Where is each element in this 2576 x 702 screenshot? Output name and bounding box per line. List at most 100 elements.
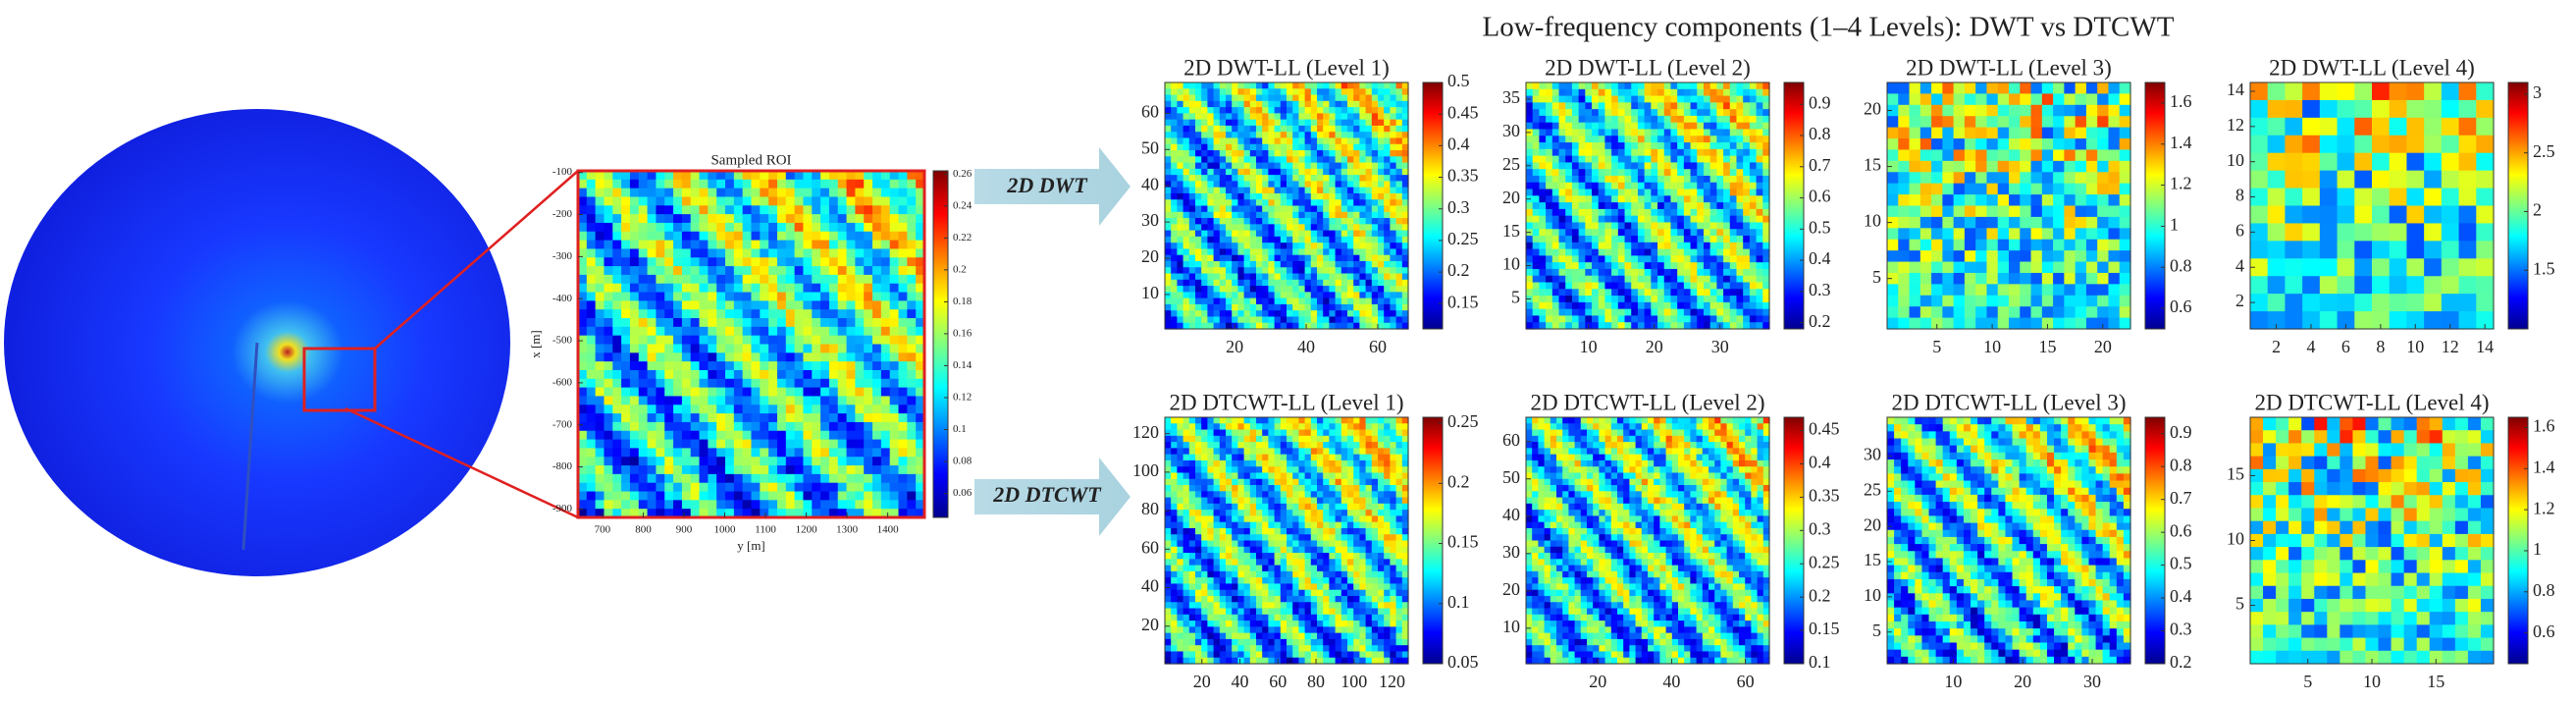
heatmap-cell [1195, 132, 1202, 139]
heatmap-cell [1323, 254, 1330, 262]
heatmap-cell [604, 500, 613, 510]
heatmap-cell [1237, 132, 1245, 139]
heatmap-cell [673, 378, 683, 389]
heatmap-cell [595, 274, 605, 285]
heatmap-cell [1177, 205, 1184, 213]
heatmap-cell [1165, 248, 1172, 256]
heatmap-cell [1898, 138, 1911, 151]
heatmap-cell [1329, 187, 1337, 194]
heatmap-cell [1201, 322, 1208, 330]
heatmap-cell [733, 274, 744, 285]
heatmap-cell [1207, 279, 1215, 287]
heatmap-cell [1353, 143, 1360, 151]
heatmap-cell [1624, 222, 1632, 230]
heatmap-cell [742, 214, 753, 224]
heatmap-cell [725, 473, 735, 484]
heatmap-cell [1716, 301, 1724, 310]
heatmap-cell [776, 491, 787, 501]
heatmap-cell [768, 361, 778, 371]
heatmap-cell [742, 283, 753, 294]
heatmap-cell [716, 240, 726, 250]
heatmap-cell [1378, 297, 1385, 305]
heatmap-cell [1997, 93, 2010, 106]
heatmap-cell [1617, 129, 1626, 136]
heatmap-cell [1709, 242, 1717, 250]
heatmap-cell [1611, 95, 1619, 103]
heatmap-cell [595, 188, 605, 198]
heatmap-cell [708, 300, 717, 310]
heatmap-cell [1195, 119, 1202, 127]
heatmap-cell [1395, 137, 1403, 145]
heatmap-cell [1651, 315, 1658, 323]
heatmap-cell [1177, 137, 1184, 145]
heatmap-cell [1919, 239, 1932, 251]
heatmap-cell [872, 396, 882, 405]
heatmap-cell [1657, 229, 1665, 237]
heatmap-cell [768, 421, 778, 432]
heatmap-cell [1942, 250, 1955, 263]
heatmap-cell [1690, 315, 1698, 323]
heatmap-cell [1611, 282, 1619, 290]
heatmap-cell [1975, 216, 1988, 229]
heatmap-cell [1677, 88, 1685, 97]
heatmap-cell [725, 188, 735, 198]
heatmap-cell [1598, 262, 1606, 270]
heatmap-cell [1207, 82, 1215, 89]
heatmap-cell [880, 171, 891, 181]
heatmap-cell [2020, 104, 2032, 117]
heatmap-cell [1736, 236, 1744, 243]
heatmap-cell [864, 274, 873, 285]
heatmap-cell [1677, 135, 1685, 143]
heatmap-cell [1171, 316, 1178, 324]
heatmap-cell [1539, 215, 1547, 224]
heatmap-cell [1237, 310, 1245, 318]
heatmap-cell [690, 421, 701, 432]
heatmap-cell [1526, 222, 1534, 230]
heatmap-cell [846, 378, 856, 389]
heatmap-cell [828, 214, 839, 224]
heatmap-cell [1188, 267, 1196, 275]
heatmap-cell [1287, 125, 1293, 133]
heatmap-cell [1395, 192, 1403, 200]
heatmap-cell [1207, 100, 1215, 108]
heatmap-cell [1219, 243, 1227, 250]
heatmap-cell [1287, 181, 1293, 189]
heatmap-cell [1310, 236, 1318, 243]
heatmap-cell [1384, 230, 1391, 238]
heatmap-cell [1249, 181, 1257, 189]
heatmap-cell [1526, 282, 1534, 290]
heatmap-cell [1317, 279, 1324, 287]
heatmap-cell [1931, 261, 1943, 274]
heatmap-cell [1207, 248, 1215, 256]
heatmap-cell [785, 396, 796, 405]
heatmap-cell [1617, 82, 1626, 90]
heatmap-cell [2020, 183, 2032, 195]
heatmap-cell [785, 369, 796, 380]
heatmap-cell [1637, 195, 1646, 203]
heatmap-cell [1213, 248, 1221, 256]
heatmap-cell [768, 283, 778, 294]
heatmap-cell [1716, 275, 1724, 284]
heatmap-cell [1232, 286, 1238, 293]
heatmap-cell [812, 448, 821, 458]
heatmap-cell [595, 231, 605, 242]
heatmap-cell [1709, 255, 1717, 263]
heatmap-cell [1736, 109, 1744, 117]
heatmap-cell [1207, 137, 1215, 145]
heatmap-cell [690, 283, 701, 294]
heatmap-cell [1323, 236, 1330, 243]
heatmap-cell [864, 248, 873, 258]
heatmap-cell [1909, 295, 1921, 307]
heatmap-cell [776, 300, 787, 310]
heatmap-cell [1201, 143, 1208, 151]
heatmap-cell [1268, 303, 1276, 311]
heatmap-cell [1177, 211, 1184, 219]
heatmap-cell [776, 369, 787, 380]
heatmap-cell [1598, 129, 1606, 136]
heatmap-cell [1165, 156, 1172, 164]
heatmap-cell [673, 473, 683, 484]
heatmap-cell [864, 266, 873, 276]
heatmap-cell [1729, 122, 1738, 131]
heatmap-cell [828, 396, 839, 405]
heatmap-cell [776, 396, 787, 405]
